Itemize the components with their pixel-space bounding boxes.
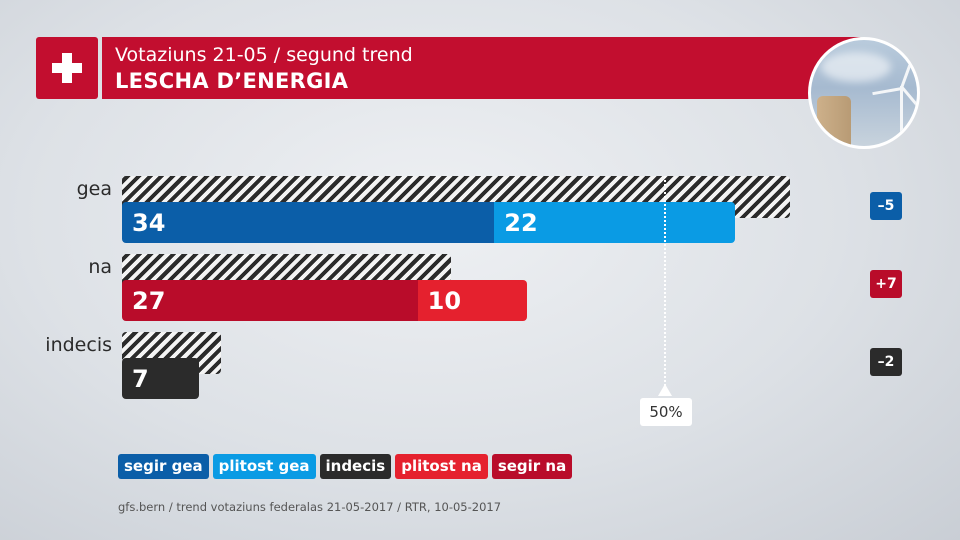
chart-legend: segir gea plitost gea indecis plitost na seg…: [118, 454, 573, 479]
category-label-na: na: [88, 256, 112, 278]
bar-segir-gea-gea: 34: [122, 202, 495, 243]
fifty-percent-label: 50%: [640, 398, 692, 426]
bar-indecis-indecis: 7: [122, 358, 199, 399]
wind-turbine-photo: [808, 37, 920, 149]
legend-item-indecis: indecis: [319, 454, 392, 479]
header-title: LESCHA D’ENERGIA: [115, 69, 349, 93]
legend-item-segir-na: segir na: [491, 454, 573, 479]
source-note: gfs.bern / trend votaziuns federalas 21-…: [118, 500, 502, 514]
fifty-percent-marker-icon: [658, 384, 672, 396]
legend-item-plitost-gea: plitost gea: [212, 454, 316, 479]
change-badge-indecis: –2: [870, 348, 902, 376]
change-badge-na: +7: [870, 270, 902, 298]
category-label-gea: gea: [76, 178, 112, 200]
legend-item-plitost-na: plitost na: [395, 454, 488, 479]
bar-plitost-na-na: 10: [417, 280, 528, 321]
header-banner: Votaziuns 21-05 / segund trend LESCHA D’…: [102, 37, 862, 99]
change-badge-gea: –5: [870, 192, 902, 220]
category-label-indecis: indecis: [45, 334, 112, 356]
swiss-flag-icon: [36, 37, 98, 99]
legend-item-segir-gea: segir gea: [118, 454, 209, 479]
bar-segir-na-na: 27: [122, 280, 418, 321]
bar-plitost-gea-gea: 22: [494, 202, 736, 243]
header-subtitle: Votaziuns 21-05 / segund trend: [115, 44, 413, 66]
fifty-percent-line: [664, 176, 666, 390]
